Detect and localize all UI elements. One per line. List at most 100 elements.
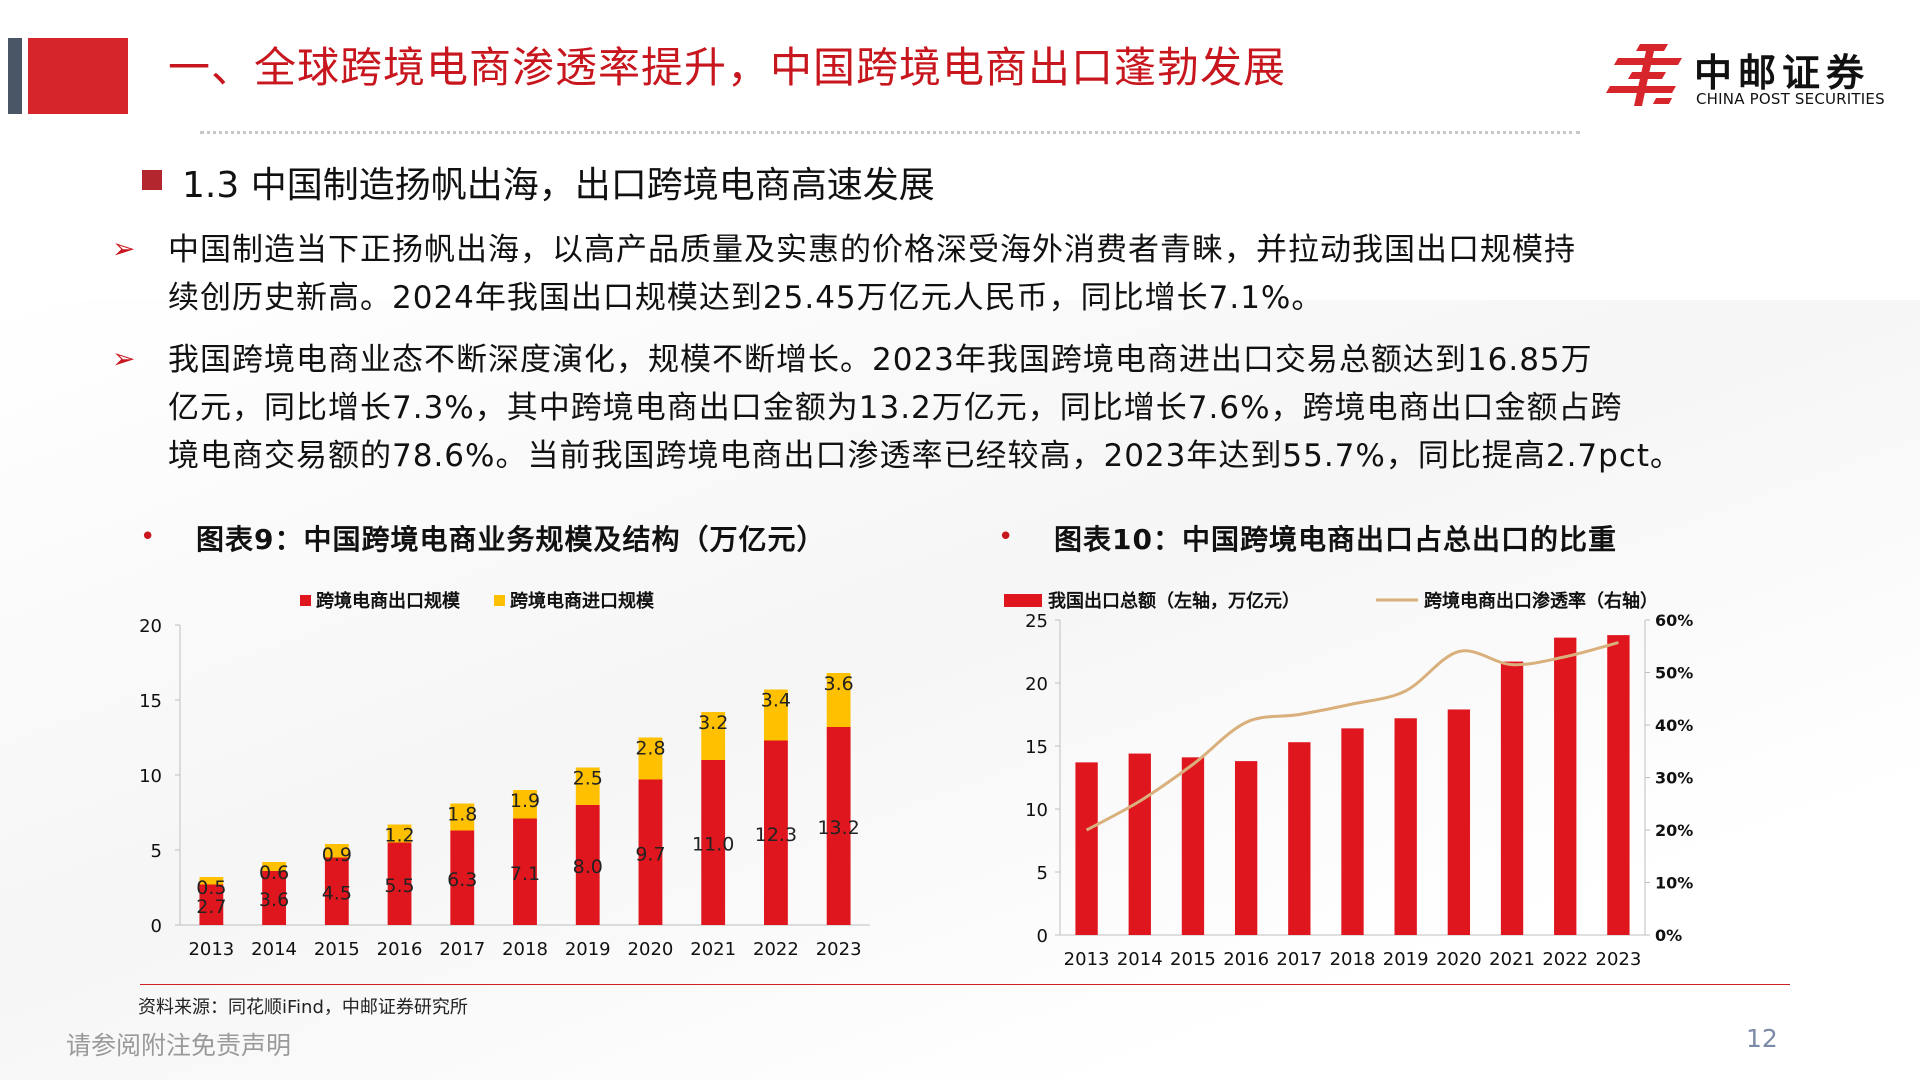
y-tick-label: 20 bbox=[139, 616, 162, 637]
bar-total-export bbox=[1128, 753, 1151, 935]
data-label-import: 3.6 bbox=[824, 673, 854, 695]
x-tick-label: 2023 bbox=[816, 939, 862, 960]
y-tick-label-left: 10 bbox=[1025, 800, 1048, 821]
bar-import bbox=[450, 803, 475, 831]
data-label-import: 3.4 bbox=[761, 690, 791, 712]
bar-total-export bbox=[1234, 761, 1258, 935]
bullet-2-line-2: 亿元，同比增长7.3%，其中跨境电商出口金额为13.2万亿元，同比增长7.6%，… bbox=[168, 390, 1623, 426]
data-label-export: 3.6 bbox=[259, 889, 289, 911]
company-logo: 中邮证券 CHINA POST SECURITIES bbox=[1606, 42, 1906, 112]
figure-bullet-icon: • bbox=[998, 522, 1014, 552]
x-tick-label: 2016 bbox=[377, 939, 423, 960]
y-tick-label-right: 0% bbox=[1655, 926, 1682, 945]
y-tick-label-right: 60% bbox=[1655, 611, 1693, 630]
bar-import bbox=[701, 712, 726, 760]
bar-export bbox=[199, 884, 224, 925]
data-label-export: 11.0 bbox=[692, 834, 734, 856]
data-label-export: 12.3 bbox=[755, 824, 797, 846]
bar-total-export bbox=[1181, 757, 1205, 935]
line-penetration-rate bbox=[1085, 641, 1619, 832]
y-tick-label-right: 10% bbox=[1655, 874, 1693, 893]
bar-export bbox=[575, 805, 600, 925]
bullet-1-line-2: 续创历史新高。2024年我国出口规模达到25.45万亿元人民币，同比增长7.1%… bbox=[168, 280, 1324, 316]
header-accent-dark bbox=[8, 38, 22, 114]
bar-export bbox=[638, 779, 663, 925]
bullet-2-line-3: 境电商交易额的78.6%。当前我国跨境电商出口渗透率已经较高，2023年达到55… bbox=[168, 438, 1683, 474]
y-tick-label-left: 15 bbox=[1025, 737, 1048, 758]
bar-import bbox=[826, 673, 851, 727]
legend-swatch bbox=[300, 595, 311, 606]
y-tick-label: 5 bbox=[151, 841, 162, 862]
data-label-export: 4.5 bbox=[322, 882, 352, 904]
data-label-export: 8.0 bbox=[573, 856, 603, 878]
data-label-import: 0.5 bbox=[196, 877, 226, 899]
bar-total-export bbox=[1394, 718, 1417, 935]
section-marker-icon bbox=[142, 170, 162, 190]
y-tick-label-right: 50% bbox=[1655, 664, 1693, 683]
y-tick-label: 10 bbox=[139, 766, 162, 787]
legend-label: 跨境电商进口规模 bbox=[510, 590, 655, 612]
bullet-paragraph-2: 我国跨境电商业态不断深度演化，规模不断增长。2023年我国跨境电商进出口交易总额… bbox=[168, 336, 1768, 480]
y-tick-label-right: 20% bbox=[1655, 821, 1693, 840]
page-title: 一、全球跨境电商渗透率提升，中国跨境电商出口蓬勃发展 bbox=[168, 43, 1287, 92]
section-title: 1.3 中国制造扬帆出海，出口跨境电商高速发展 bbox=[182, 165, 935, 206]
x-tick-label: 2017 bbox=[1276, 949, 1322, 970]
bar-total-export bbox=[1500, 661, 1524, 935]
y-tick-label-left: 20 bbox=[1025, 674, 1048, 695]
x-tick-label: 2022 bbox=[753, 939, 799, 960]
logo-text-en: CHINA POST SECURITIES bbox=[1696, 90, 1885, 108]
y-tick-label-left: 0 bbox=[1037, 926, 1048, 947]
bar-total-export bbox=[1447, 709, 1471, 935]
bullet-1-line-1: 中国制造当下正扬帆出海，以高产品质量及实惠的价格深受海外消费者青睐，并拉动我国出… bbox=[168, 232, 1576, 268]
source-note: 资料来源：同花顺iFind，中邮证券研究所 bbox=[138, 997, 468, 1018]
bar-total-export bbox=[1554, 637, 1577, 935]
bar-total-export bbox=[1341, 728, 1364, 935]
bar-import bbox=[262, 862, 287, 871]
x-tick-label: 2020 bbox=[628, 939, 674, 960]
disclaimer-text: 请参阅附注免责声明 bbox=[66, 1031, 292, 1060]
legend-label-line: 跨境电商出口渗透率（右轴） bbox=[1424, 590, 1658, 612]
figure-10-title: 图表10：中国跨境电商出口占总出口的比重 bbox=[1054, 523, 1617, 556]
x-tick-label: 2020 bbox=[1436, 949, 1482, 970]
data-label-export: 2.7 bbox=[196, 896, 226, 918]
bar-export bbox=[387, 842, 412, 925]
data-label-import: 2.5 bbox=[573, 768, 603, 790]
bar-export bbox=[324, 857, 349, 925]
bar-import bbox=[387, 824, 412, 843]
data-label-export: 5.5 bbox=[384, 875, 414, 897]
data-label-import: 1.2 bbox=[384, 825, 414, 847]
bar-export bbox=[763, 740, 788, 925]
x-tick-label: 2021 bbox=[1489, 949, 1535, 970]
x-tick-label: 2013 bbox=[1064, 949, 1110, 970]
y-tick-label-left: 5 bbox=[1037, 863, 1048, 884]
legend-label-bar: 我国出口总额（左轴，万亿元） bbox=[1048, 590, 1300, 612]
arrow-bullet-icon: ➢ bbox=[112, 342, 136, 375]
y-tick-label-right: 40% bbox=[1655, 716, 1693, 735]
x-tick-label: 2015 bbox=[1170, 949, 1216, 970]
figure-bullet-icon: • bbox=[140, 522, 156, 552]
x-tick-label: 2019 bbox=[565, 939, 611, 960]
chart-cross-border-ecommerce-scale: 0 5 10 15 20 2.70.5 2013 3.6 0.6 2014 4.5 0.9 2015 5.… bbox=[139, 590, 870, 960]
x-tick-label: 2018 bbox=[1330, 949, 1376, 970]
bullet-paragraph-1: 中国制造当下正扬帆出海，以高产品质量及实惠的价格深受海外消费者青睐，并拉动我国出… bbox=[168, 226, 1768, 322]
bar-export bbox=[262, 871, 287, 925]
data-label-export: 13.2 bbox=[817, 817, 859, 839]
figure-9-title: 图表9：中国跨境电商业务规模及结构（万亿元） bbox=[196, 523, 826, 556]
x-tick-label: 2013 bbox=[188, 939, 234, 960]
bar-import bbox=[638, 737, 663, 780]
y-tick-label-right: 30% bbox=[1655, 769, 1693, 788]
data-label-export: 6.3 bbox=[447, 869, 477, 891]
legend-label: 跨境电商出口规模 bbox=[316, 590, 461, 612]
data-label-export: 7.1 bbox=[510, 863, 540, 885]
y-tick-label: 0 bbox=[151, 916, 162, 937]
y-tick-label: 15 bbox=[139, 691, 162, 712]
x-tick-label: 2017 bbox=[439, 939, 485, 960]
y-tick-label-left: 25 bbox=[1025, 611, 1048, 632]
data-label-import: 0.9 bbox=[322, 844, 352, 866]
logo-text-cn: 中邮证券 bbox=[1694, 51, 1871, 95]
header-accent-red bbox=[28, 38, 128, 114]
header-divider bbox=[200, 131, 1580, 134]
x-tick-label: 2019 bbox=[1383, 949, 1429, 970]
bar-import bbox=[324, 844, 349, 858]
bar-export bbox=[450, 830, 475, 925]
